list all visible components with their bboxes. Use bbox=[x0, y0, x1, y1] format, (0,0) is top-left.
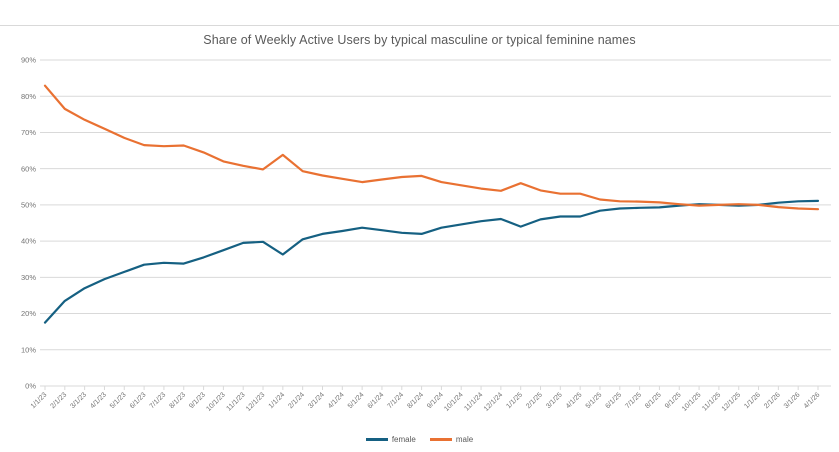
x-axis-label: 1/1/25 bbox=[505, 391, 524, 410]
y-axis-label: 80% bbox=[21, 92, 36, 101]
x-axis-label: 3/1/25 bbox=[545, 391, 564, 410]
x-axis-label: 7/1/25 bbox=[624, 391, 643, 410]
chart-legend: female male bbox=[0, 435, 839, 444]
x-axis-label: 1/1/24 bbox=[268, 391, 287, 410]
female-series-line bbox=[43, 199, 820, 324]
x-axis-label: 2/1/25 bbox=[525, 391, 544, 410]
x-axis-label: 3/1/24 bbox=[307, 391, 326, 410]
x-axis-label: 1/1/23 bbox=[30, 391, 49, 410]
chart-title: Share of Weekly Active Users by typical … bbox=[203, 33, 636, 47]
y-axis-label: 70% bbox=[21, 128, 36, 137]
x-axis-label: 5/1/24 bbox=[347, 391, 366, 410]
x-axis-label: 3/1/23 bbox=[69, 391, 88, 410]
x-axis-label: 8/1/23 bbox=[168, 391, 187, 410]
x-axis-label: 11/1/24 bbox=[463, 391, 484, 412]
x-axis-label: 6/1/24 bbox=[367, 391, 386, 410]
female-legend-label: female bbox=[391, 435, 416, 444]
x-axis-label: 5/1/25 bbox=[585, 391, 604, 410]
x-axis-label: 2/1/23 bbox=[50, 391, 69, 410]
x-axis-label: 10/1/23 bbox=[205, 391, 227, 413]
x-axis-label: 2/1/24 bbox=[287, 391, 306, 410]
x-axis-label: 7/1/24 bbox=[386, 391, 405, 410]
x-axis-label: 7/1/23 bbox=[149, 391, 168, 410]
x-axis-label: 12/1/25 bbox=[721, 391, 743, 413]
y-axis-label: 10% bbox=[21, 345, 36, 354]
x-axis-label: 4/1/23 bbox=[89, 391, 108, 410]
x-axis-label: 11/1/23 bbox=[226, 391, 247, 412]
male-series-line bbox=[43, 84, 820, 211]
x-axis-label: 4/1/26 bbox=[803, 391, 822, 410]
x-axis-label: 10/1/24 bbox=[443, 391, 465, 413]
y-axis-label: 30% bbox=[21, 273, 36, 282]
legend-item-male: male bbox=[429, 435, 474, 444]
y-axis-label: 50% bbox=[21, 200, 36, 209]
x-axis-label: 6/1/25 bbox=[604, 391, 623, 410]
x-axis-label: 4/1/24 bbox=[327, 391, 346, 410]
y-axis-label: 40% bbox=[21, 237, 36, 246]
x-axis-label: 8/1/24 bbox=[406, 391, 425, 410]
y-axis-label: 60% bbox=[21, 164, 36, 173]
x-axis-label: 12/1/23 bbox=[245, 391, 267, 413]
x-axis-label: 3/1/26 bbox=[783, 391, 802, 410]
x-axis-label: 6/1/23 bbox=[129, 391, 148, 410]
window-top-border bbox=[0, 25, 839, 26]
x-axis-label: 2/1/26 bbox=[763, 391, 782, 410]
male-legend-label: male bbox=[455, 435, 474, 444]
y-axis-label: 90% bbox=[21, 56, 36, 65]
y-axis-label: 20% bbox=[21, 309, 36, 318]
x-axis-label: 5/1/23 bbox=[109, 391, 128, 410]
y-axis-label: 0% bbox=[25, 382, 36, 391]
x-axis-label: 9/1/24 bbox=[426, 391, 445, 410]
x-axis-label: 12/1/24 bbox=[483, 391, 505, 413]
x-axis-label: 8/1/25 bbox=[644, 391, 663, 410]
x-axis-label: 9/1/23 bbox=[188, 391, 207, 410]
x-axis-label: 9/1/25 bbox=[664, 391, 683, 410]
x-axis-label: 10/1/25 bbox=[681, 391, 703, 413]
x-axis-label: 11/1/25 bbox=[701, 391, 722, 412]
x-axis-label: 1/1/26 bbox=[743, 391, 762, 410]
x-axis-label: 4/1/25 bbox=[565, 391, 584, 410]
female-legend-swatch bbox=[365, 438, 388, 441]
male-legend-swatch bbox=[429, 438, 452, 441]
legend-item-female: female bbox=[365, 435, 416, 444]
